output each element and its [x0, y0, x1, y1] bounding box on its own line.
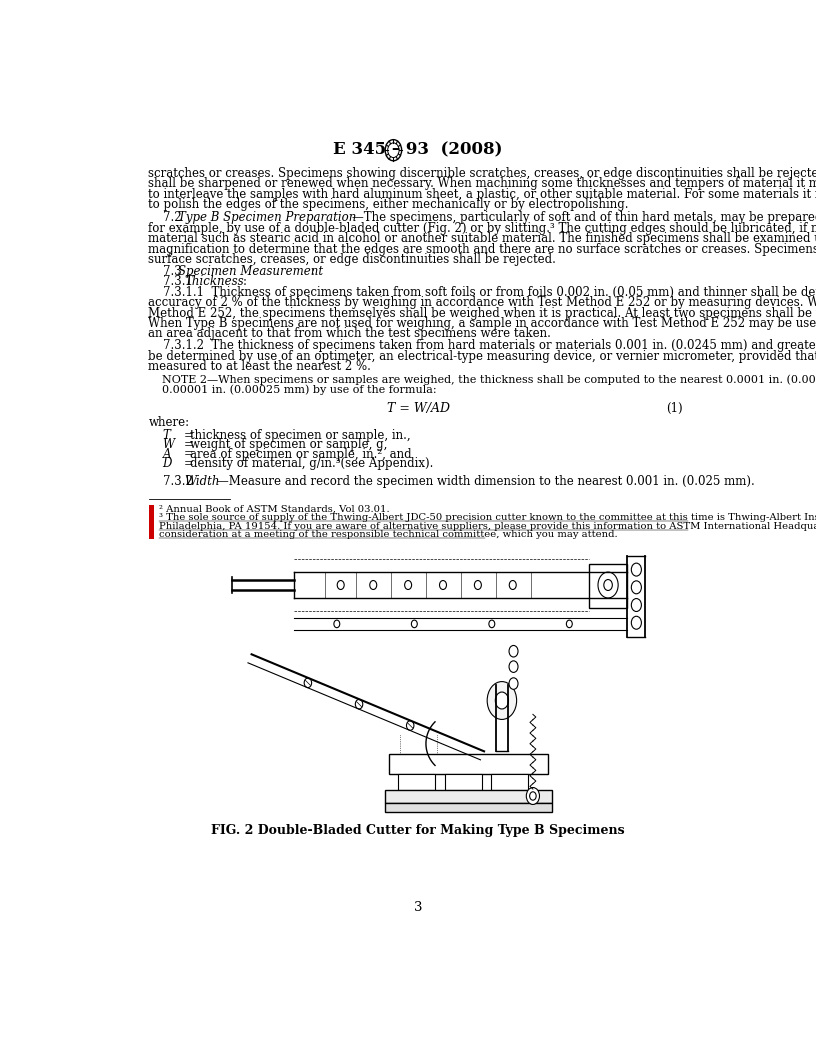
Bar — [385, 790, 552, 803]
Text: T = W/AD: T = W/AD — [387, 401, 450, 415]
Bar — [388, 754, 548, 774]
Text: to polish the edges of the specimens, either mechanically or by electropolishing: to polish the edges of the specimens, ei… — [149, 197, 629, 211]
Circle shape — [604, 580, 612, 590]
Text: :: : — [311, 265, 315, 278]
Circle shape — [566, 620, 572, 627]
Text: =: = — [184, 448, 194, 460]
Text: 0.00001 in. (0.00025 mm) by use of the formula:: 0.00001 in. (0.00025 mm) by use of the f… — [149, 384, 437, 395]
Text: (1): (1) — [666, 401, 683, 415]
Circle shape — [337, 581, 344, 589]
Circle shape — [355, 699, 363, 709]
Circle shape — [440, 581, 446, 589]
Circle shape — [509, 661, 518, 673]
Circle shape — [509, 678, 518, 690]
Text: 7.3.1.2  The thickness of specimens taken from hard materials or materials 0.001: 7.3.1.2 The thickness of specimens taken… — [149, 339, 816, 353]
Bar — [385, 803, 552, 812]
Text: an area adjacent to that from which the test specimens were taken.: an area adjacent to that from which the … — [149, 327, 552, 340]
Text: 7.3: 7.3 — [149, 265, 186, 278]
Text: =: = — [184, 457, 194, 470]
Circle shape — [526, 788, 539, 805]
Circle shape — [411, 620, 417, 627]
Text: 7.3.2: 7.3.2 — [149, 475, 197, 489]
Text: 7.2: 7.2 — [149, 211, 186, 225]
Text: —Measure and record the specimen width dimension to the nearest 0.001 in. (0.025: —Measure and record the specimen width d… — [218, 475, 756, 489]
Text: scratches or creases. Specimens showing discernible scratches, creases, or edge : scratches or creases. Specimens showing … — [149, 167, 816, 180]
Text: =: = — [184, 438, 194, 451]
Circle shape — [632, 599, 641, 611]
Circle shape — [474, 581, 481, 589]
Bar — [398, 774, 435, 790]
Text: Type B Specimen Preparation: Type B Specimen Preparation — [178, 211, 356, 225]
Text: =: = — [184, 429, 194, 441]
Bar — [445, 774, 481, 790]
Circle shape — [632, 581, 641, 593]
Text: magnification to determine that the edges are smooth and there are no surface sc: magnification to determine that the edge… — [149, 243, 816, 256]
Text: T: T — [162, 429, 171, 441]
Text: Philadelphia, PA 19154. If you are aware of alternative suppliers, please provid: Philadelphia, PA 19154. If you are aware… — [159, 522, 816, 531]
Text: —The specimens, particularly of soft and of thin hard metals, may be prepared by: —The specimens, particularly of soft and… — [352, 211, 816, 225]
Text: 7.3.1: 7.3.1 — [149, 276, 197, 288]
Text: ² Annual Book of ASTM Standards, Vol 03.01.: ² Annual Book of ASTM Standards, Vol 03.… — [159, 505, 390, 513]
Text: to interleave the samples with hard aluminum sheet, a plastic, or other suitable: to interleave the samples with hard alum… — [149, 188, 816, 201]
Text: surface scratches, creases, or edge discontinuities shall be rejected.: surface scratches, creases, or edge disc… — [149, 253, 557, 266]
Circle shape — [334, 620, 339, 627]
Text: Thickness: Thickness — [184, 276, 244, 288]
Circle shape — [509, 581, 517, 589]
Circle shape — [495, 692, 508, 709]
Text: be determined by use of an optimeter, an electrical-type measuring device, or ve: be determined by use of an optimeter, an… — [149, 350, 816, 362]
Circle shape — [405, 581, 411, 589]
Bar — [149, 505, 154, 539]
Text: weight of specimen or sample, g,: weight of specimen or sample, g, — [190, 438, 388, 451]
Text: accuracy of 2 % of the thickness by weighing in accordance with Test Method E 25: accuracy of 2 % of the thickness by weig… — [149, 296, 816, 309]
Text: where:: where: — [149, 416, 189, 429]
Bar — [491, 774, 528, 790]
Text: thickness of specimen or sample, in.,: thickness of specimen or sample, in., — [190, 429, 411, 441]
Text: shall be sharpened or renewed when necessary. When machining some thicknesses an: shall be sharpened or renewed when neces… — [149, 177, 816, 190]
Circle shape — [530, 792, 536, 800]
Text: area of specimen or sample, in.², and: area of specimen or sample, in.², and — [190, 448, 412, 460]
Text: 7.3.1.1  Thickness of specimens taken from soft foils or from foils 0.002 in. (0: 7.3.1.1 Thickness of specimens taken fro… — [149, 286, 816, 299]
Circle shape — [509, 645, 518, 657]
Text: FIG. 2 Double-Bladed Cutter for Making Type B Specimens: FIG. 2 Double-Bladed Cutter for Making T… — [211, 824, 625, 836]
Circle shape — [632, 617, 641, 629]
Circle shape — [304, 678, 312, 687]
Text: 3: 3 — [414, 901, 423, 914]
Text: NOTE 2—When specimens or samples are weighed, the thickness shall be computed to: NOTE 2—When specimens or samples are wei… — [149, 374, 816, 384]
Text: material such as stearic acid in alcohol or another suitable material. The finis: material such as stearic acid in alcohol… — [149, 232, 816, 245]
Bar — [588, 564, 628, 608]
Circle shape — [487, 681, 517, 719]
Circle shape — [489, 620, 494, 627]
Text: ³ The sole source of supply of the Thwing-Albert JDC-50 precision cutter known t: ³ The sole source of supply of the Thwin… — [159, 513, 816, 523]
Circle shape — [598, 572, 619, 598]
Text: When Type B specimens are not used for weighing, a sample in accordance with Tes: When Type B specimens are not used for w… — [149, 317, 816, 329]
Text: D: D — [162, 457, 172, 470]
Text: E 345 – 93  (2008): E 345 – 93 (2008) — [334, 142, 503, 158]
Text: measured to at least the nearest 2 %.: measured to at least the nearest 2 %. — [149, 360, 371, 373]
Text: Method E 252, the specimens themselves shall be weighed when it is practical. At: Method E 252, the specimens themselves s… — [149, 306, 816, 320]
Text: W: W — [162, 438, 175, 451]
Text: for example, by use of a double-bladed cutter (Fig. 2) or by slitting.³ The cutt: for example, by use of a double-bladed c… — [149, 222, 816, 234]
Text: Width: Width — [184, 475, 220, 489]
Text: :: : — [243, 276, 247, 288]
Circle shape — [632, 563, 641, 577]
Text: Specimen Measurement: Specimen Measurement — [178, 265, 322, 278]
Text: density of material, g/in.³(see Appendix).: density of material, g/in.³(see Appendix… — [190, 457, 434, 470]
Circle shape — [370, 581, 377, 589]
Text: A: A — [162, 448, 171, 460]
Text: consideration at a meeting of the responsible technical committee, which you may: consideration at a meeting of the respon… — [159, 530, 618, 540]
Circle shape — [406, 721, 414, 731]
